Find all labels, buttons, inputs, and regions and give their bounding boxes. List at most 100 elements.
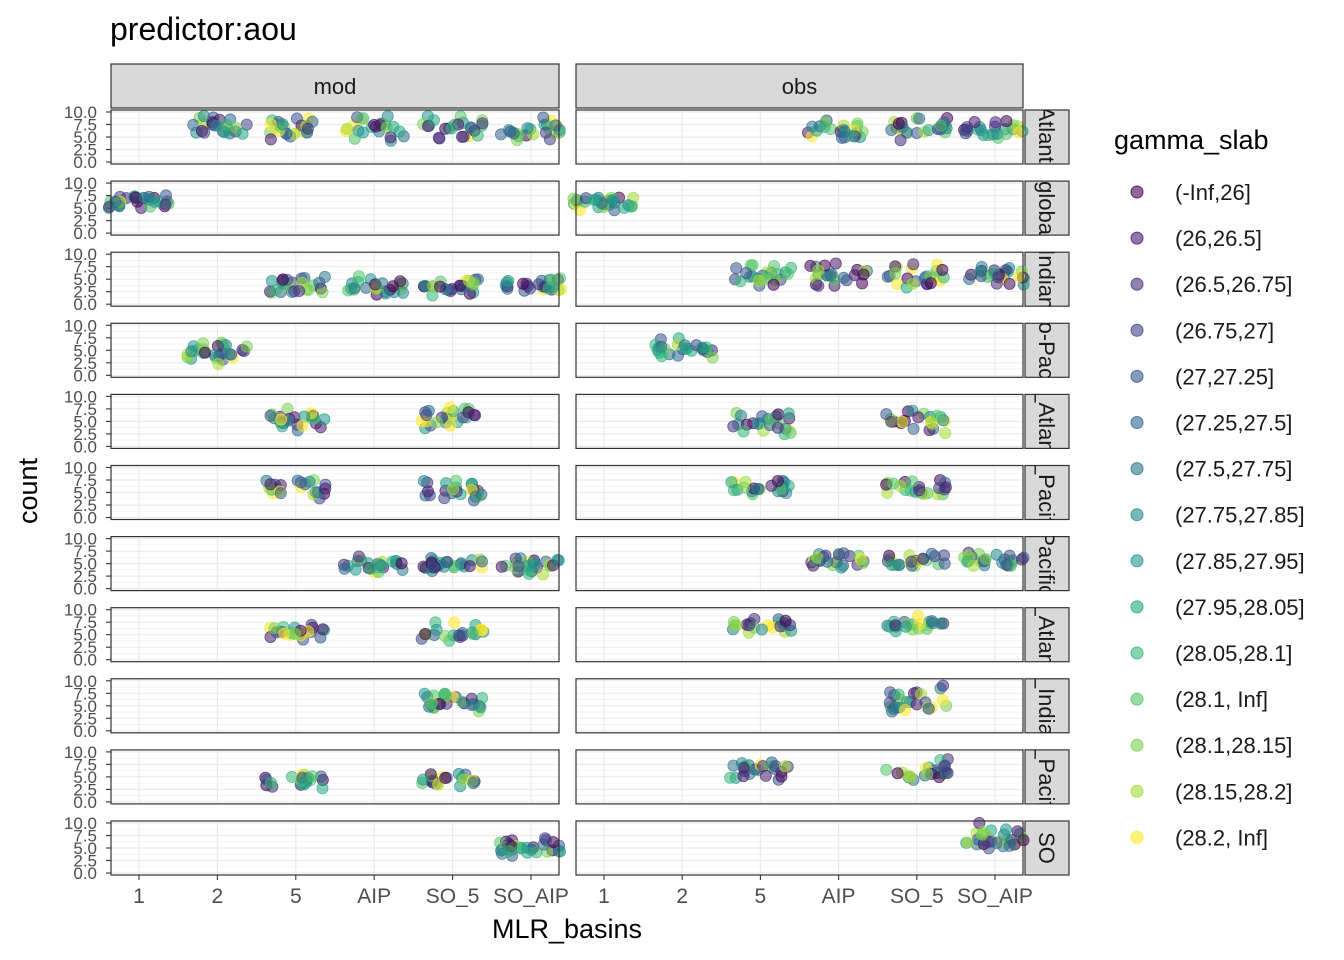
y-tick-label: 2.5 bbox=[73, 852, 97, 871]
data-point bbox=[264, 133, 277, 146]
legend-key bbox=[1130, 508, 1144, 522]
data-point bbox=[289, 628, 302, 641]
data-point bbox=[290, 112, 303, 125]
x-tick-label: 1 bbox=[598, 885, 610, 908]
data-point bbox=[419, 628, 432, 641]
data-point bbox=[906, 475, 919, 488]
data-point bbox=[926, 417, 939, 430]
data-point bbox=[275, 413, 288, 426]
data-point bbox=[886, 705, 899, 718]
data-point bbox=[899, 620, 912, 633]
data-point bbox=[735, 409, 748, 422]
data-point bbox=[937, 617, 950, 630]
legend-key bbox=[1130, 692, 1144, 706]
data-point bbox=[297, 778, 310, 791]
row-strip bbox=[1024, 464, 1070, 521]
y-tick-label: 5.0 bbox=[73, 341, 97, 360]
row-strip bbox=[1024, 749, 1070, 805]
y-tick-label: 0.0 bbox=[73, 722, 97, 741]
data-point bbox=[743, 619, 756, 632]
data-point bbox=[319, 482, 332, 495]
data-point bbox=[438, 687, 451, 700]
data-point bbox=[438, 630, 451, 643]
data-point bbox=[990, 837, 1003, 850]
panel-obs-8 bbox=[575, 678, 1024, 734]
data-point bbox=[265, 777, 278, 790]
data-point bbox=[937, 679, 950, 692]
data-point bbox=[427, 114, 440, 127]
data-point bbox=[892, 688, 905, 701]
data-point bbox=[975, 260, 988, 273]
data-point bbox=[507, 127, 520, 140]
data-point bbox=[465, 699, 478, 712]
data-point bbox=[306, 770, 319, 783]
data-point bbox=[1000, 128, 1013, 141]
data-point bbox=[278, 627, 291, 640]
panel-obs-3 bbox=[575, 322, 1024, 378]
y-tick-label: 10.0 bbox=[64, 387, 97, 406]
row-strip bbox=[1024, 251, 1070, 307]
data-point bbox=[961, 836, 974, 849]
data-point bbox=[384, 131, 397, 144]
y-tick-label: 2.5 bbox=[73, 354, 97, 373]
data-point bbox=[1012, 126, 1025, 139]
data-point bbox=[418, 687, 431, 700]
column-strip-label: mod bbox=[314, 74, 357, 99]
panel-mod-8 bbox=[110, 678, 560, 734]
data-point bbox=[341, 122, 354, 135]
data-point bbox=[240, 340, 253, 353]
data-point bbox=[1003, 277, 1016, 290]
data-point bbox=[466, 627, 479, 640]
data-point bbox=[463, 560, 476, 573]
legend-items: (-Inf,26] (26,26.5] (26.5,26.75] (26.75,27]… bbox=[1130, 180, 1305, 850]
data-point bbox=[767, 278, 780, 291]
data-point bbox=[857, 268, 870, 281]
data-point bbox=[496, 843, 509, 856]
row-strip bbox=[1024, 393, 1070, 449]
y-tick-label: 2.5 bbox=[73, 425, 97, 444]
data-point bbox=[967, 559, 980, 572]
y-tick-label: 5.0 bbox=[73, 839, 97, 858]
row-strip-label: Pacific bbox=[1034, 531, 1059, 596]
data-point bbox=[464, 121, 477, 134]
y-tick-label: 2.5 bbox=[73, 212, 97, 231]
y-axis: 0.02.55.07.510.0 bbox=[64, 672, 111, 741]
data-point bbox=[349, 563, 362, 576]
data-point bbox=[430, 623, 443, 636]
y-axis: 0.02.55.07.510.0 bbox=[64, 459, 111, 528]
y-tick-label: 2.5 bbox=[73, 638, 97, 657]
data-point bbox=[904, 770, 917, 783]
y-axis: 0.02.55.07.510.0 bbox=[64, 245, 111, 314]
data-point bbox=[818, 121, 831, 134]
data-point bbox=[894, 134, 907, 147]
panel-mod-6 bbox=[110, 535, 565, 592]
y-tick-label: 10.0 bbox=[64, 814, 97, 833]
row-strip-label: Indian bbox=[1034, 249, 1059, 309]
panel-mod-2 bbox=[110, 251, 568, 307]
y-tick-label: 7.5 bbox=[73, 187, 97, 206]
data-point bbox=[751, 417, 764, 430]
legend-key bbox=[1130, 231, 1144, 245]
data-point bbox=[521, 122, 534, 135]
data-point bbox=[907, 422, 920, 435]
data-point bbox=[457, 130, 470, 143]
data-point bbox=[387, 120, 400, 133]
row-strip bbox=[1024, 678, 1070, 734]
data-point bbox=[316, 782, 329, 795]
data-point bbox=[475, 555, 488, 568]
data-point bbox=[198, 126, 211, 139]
data-point bbox=[185, 345, 198, 358]
data-point bbox=[294, 476, 307, 489]
legend-key bbox=[1130, 462, 1144, 476]
data-point bbox=[554, 845, 567, 858]
data-point bbox=[448, 616, 461, 629]
data-point bbox=[977, 825, 990, 838]
legend-label: (27,27.25] bbox=[1175, 364, 1274, 389]
data-point bbox=[941, 767, 954, 780]
data-point bbox=[471, 129, 484, 142]
y-tick-label: 5.0 bbox=[73, 555, 97, 574]
y-tick-label: 10.0 bbox=[64, 459, 97, 478]
data-point bbox=[896, 415, 909, 428]
data-point bbox=[771, 474, 784, 487]
data-point bbox=[752, 274, 765, 287]
